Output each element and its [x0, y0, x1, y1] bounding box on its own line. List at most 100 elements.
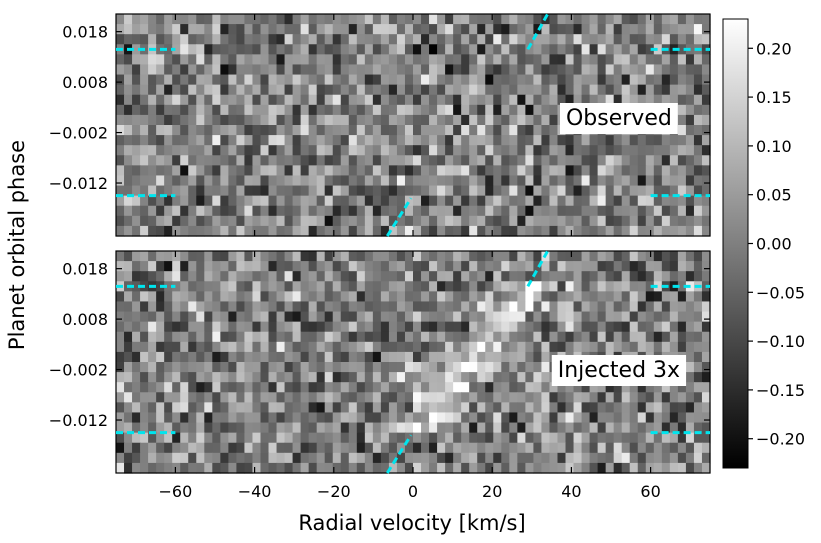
heatmap-cell	[605, 452, 615, 464]
heatmap-cell	[461, 362, 470, 373]
heatmap-cell	[252, 125, 262, 136]
heatmap-cell	[396, 185, 406, 197]
heatmap-cell	[549, 422, 559, 434]
heatmap-cell	[140, 34, 149, 45]
heatmap-cell	[469, 205, 478, 217]
heatmap-cell	[372, 54, 382, 66]
panel-label-box	[551, 355, 687, 386]
heatmap-cell	[292, 321, 302, 333]
heatmap-cell	[236, 155, 246, 166]
heatmap-cell	[621, 195, 631, 207]
heatmap-cell	[380, 135, 390, 146]
heatmap-cell	[244, 281, 254, 292]
heatmap-cell	[413, 84, 422, 96]
heatmap-cell	[461, 175, 470, 187]
heatmap-cell	[653, 175, 663, 187]
heatmap-cell	[485, 175, 494, 187]
heatmap-cell	[493, 145, 502, 156]
heatmap-cell	[509, 321, 518, 333]
heatmap-cell	[268, 84, 278, 96]
heatmap-cell	[340, 301, 350, 313]
heatmap-cell	[364, 14, 374, 25]
heatmap-cell	[605, 321, 615, 333]
heatmap-cell	[613, 261, 623, 272]
heatmap-cell	[413, 104, 422, 116]
heatmap-cell	[276, 311, 286, 323]
x-tick-label: −60	[159, 482, 193, 501]
heatmap-cell	[396, 34, 406, 45]
heatmap-cell	[340, 372, 350, 383]
heatmap-cell	[605, 54, 615, 66]
heatmap-cell	[429, 195, 438, 207]
heatmap-cell	[204, 64, 213, 76]
heatmap-cell	[236, 372, 246, 383]
heatmap-cell	[188, 225, 197, 237]
heatmap-cell	[549, 185, 559, 197]
heatmap-cell	[669, 215, 679, 227]
heatmap-cell	[236, 362, 246, 373]
heatmap-cell	[228, 44, 238, 55]
heatmap-cell	[621, 155, 631, 166]
heatmap-cell	[613, 145, 623, 156]
heatmap-cell	[196, 362, 205, 373]
heatmap-cell	[404, 452, 414, 464]
heatmap-cell	[212, 442, 221, 454]
heatmap-cell	[677, 301, 687, 313]
heatmap-cell	[549, 462, 559, 474]
heatmap-cell	[701, 225, 711, 237]
heatmap-cell	[413, 215, 422, 227]
heatmap-cell	[292, 84, 302, 96]
heatmap-cell	[236, 34, 246, 45]
heatmap-cell	[236, 311, 246, 323]
heatmap-cell	[276, 271, 286, 282]
heatmap-cell	[260, 261, 270, 272]
heatmap-cell	[292, 452, 302, 464]
heatmap-cell	[124, 24, 133, 35]
heatmap-cell	[260, 195, 270, 207]
heatmap-cell	[605, 64, 615, 76]
heatmap-cell	[645, 301, 655, 313]
heatmap-cell	[445, 261, 454, 272]
heatmap-cell	[316, 225, 326, 237]
heatmap-cell	[613, 215, 623, 227]
heatmap-cell	[573, 432, 583, 444]
heatmap-cell	[380, 311, 390, 323]
heatmap-cell	[356, 452, 366, 464]
heatmap-cell	[148, 452, 157, 464]
heatmap-cell	[517, 271, 526, 282]
heatmap-cell	[284, 14, 294, 25]
heatmap-cell	[669, 14, 679, 25]
heatmap-cell	[372, 452, 382, 464]
heatmap-cell	[404, 215, 414, 227]
heatmap-cell	[188, 331, 197, 343]
heatmap-cell	[581, 442, 591, 454]
heatmap-cell	[148, 145, 157, 156]
heatmap-cell	[404, 185, 414, 197]
heatmap-cell	[204, 392, 213, 403]
heatmap-cell	[493, 261, 502, 272]
heatmap-cell	[469, 54, 478, 66]
heatmap-cell	[685, 432, 695, 444]
heatmap-cell	[605, 145, 615, 156]
heatmap-cell	[388, 74, 398, 86]
heatmap-cell	[469, 135, 478, 146]
heatmap-cell	[268, 291, 278, 303]
heatmap-cell	[437, 281, 446, 292]
heatmap-cell	[621, 331, 631, 343]
heatmap-cell	[573, 195, 583, 207]
heatmap-cell	[573, 261, 583, 272]
heatmap-cell	[364, 351, 374, 363]
heatmap-cell	[493, 155, 502, 166]
heatmap-cell	[140, 185, 149, 197]
heatmap-cell	[348, 205, 358, 217]
heatmap-cell	[629, 382, 639, 393]
heatmap-cell	[597, 175, 607, 187]
x-tick-label: −20	[317, 482, 351, 501]
heatmap-cell	[653, 145, 663, 156]
heatmap-cell	[308, 175, 318, 187]
heatmap-cell	[340, 351, 350, 363]
heatmap-cell	[204, 321, 213, 333]
heatmap-cell	[348, 114, 358, 126]
heatmap-cell	[236, 402, 246, 414]
heatmap-cell	[372, 372, 382, 383]
